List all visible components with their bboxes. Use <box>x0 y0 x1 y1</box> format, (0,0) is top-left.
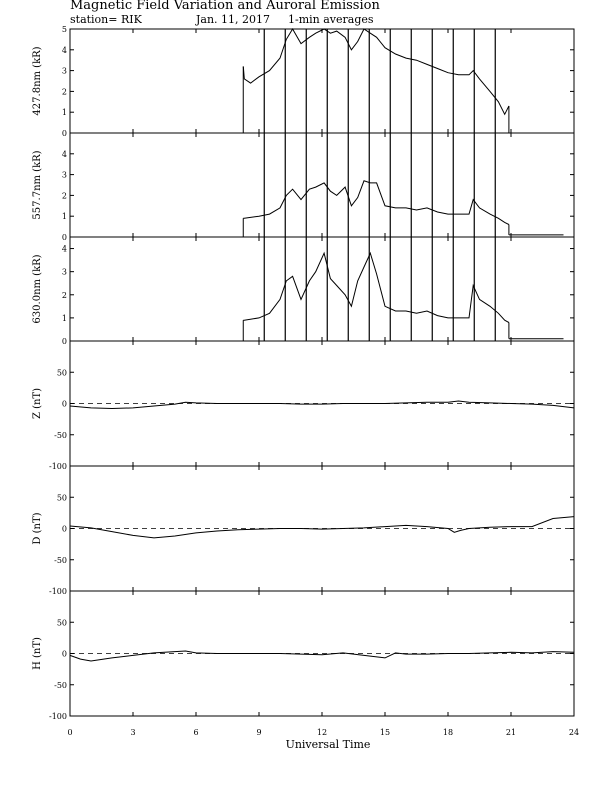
y-axis-label: H (nT) <box>32 637 43 670</box>
y-axis-label: Z (nT) <box>32 388 43 419</box>
x-tick-label: 9 <box>256 728 261 737</box>
y-tick-label: 5 <box>62 25 67 34</box>
x-tick-label: 0 <box>67 728 72 737</box>
y-tick-label: 2 <box>62 191 67 200</box>
x-tick-label: 21 <box>506 728 516 737</box>
y-tick-label: -100 <box>49 462 67 471</box>
x-tick-label: 15 <box>380 728 390 737</box>
panel-p6300: 0 1 2 3 4 630.0nm (kR) <box>32 236 575 346</box>
x-tick-label: 3 <box>130 728 135 737</box>
y-axis-label: 557.7nm (kR) <box>32 150 43 219</box>
chart-title: Magnetic Field Variation and Auroral Emi… <box>70 0 380 13</box>
series-line <box>243 251 510 323</box>
y-tick-label: 3 <box>62 67 67 76</box>
series-line <box>69 400 575 410</box>
panel-frame <box>69 132 575 238</box>
panel-p5577: 0 1 2 3 4 557.7nm (kR) <box>32 132 575 242</box>
y-tick-label: 0 <box>62 129 67 138</box>
y-tick-label: 0 <box>62 525 67 534</box>
y-tick-label: 3 <box>62 171 67 180</box>
station-label: station= RIK <box>70 13 143 26</box>
y-tick-label: 1 <box>62 314 67 323</box>
y-tick-label: 50 <box>57 493 67 502</box>
y-tick-label: 2 <box>62 87 67 96</box>
panel-pH: -100 -50 0 50 H (nT) <box>32 590 575 721</box>
y-axis-label: 630.0nm (kR) <box>32 254 43 323</box>
y-tick-label: 2 <box>62 291 67 300</box>
panel-pD: -100 -50 0 50 D (nT) <box>32 465 575 596</box>
x-tick-label: 12 <box>317 728 327 737</box>
date-label: Jan. 11, 2017 <box>195 13 270 26</box>
y-tick-label: -100 <box>49 712 67 721</box>
y-tick-label: -50 <box>54 556 67 565</box>
series-line <box>243 180 510 225</box>
y-axis-label: D (nT) <box>32 512 43 544</box>
y-axis-label: 427.8nm (kR) <box>32 46 43 115</box>
panel-frame <box>69 236 575 342</box>
y-tick-label: 1 <box>62 108 67 117</box>
x-axis-label: Universal Time <box>286 738 371 751</box>
x-tick-label: 24 <box>569 728 579 737</box>
series-line <box>69 650 575 662</box>
y-tick-label: 3 <box>62 268 67 277</box>
panel-pZ: -100 -50 0 50 Z (nT) <box>32 340 575 471</box>
averaging-label: 1-min averages <box>288 13 374 26</box>
y-tick-label: -100 <box>49 587 67 596</box>
y-tick-label: 1 <box>62 212 67 221</box>
y-tick-label: 4 <box>62 150 67 159</box>
x-tick-label: 6 <box>193 728 198 737</box>
y-tick-label: 0 <box>62 650 67 659</box>
x-axis: 0 3 6 9 12 15 18 21 24 <box>67 728 579 737</box>
panels: 0 1 2 3 4 5 427.8nm (kR) 0 1 2 3 4 557.7nm (kR) 0 1 2 3 4… <box>32 25 575 721</box>
x-tick-label: 18 <box>443 728 453 737</box>
y-tick-label: 50 <box>57 618 67 627</box>
y-tick-label: -50 <box>54 681 67 690</box>
y-tick-label: 4 <box>62 46 67 55</box>
y-tick-label: -50 <box>54 431 67 440</box>
y-tick-label: 0 <box>62 337 67 346</box>
y-tick-label: 0 <box>62 233 67 242</box>
series-line <box>69 516 575 539</box>
y-tick-label: 4 <box>62 245 67 254</box>
y-tick-label: 50 <box>57 368 67 377</box>
y-tick-label: 0 <box>62 400 67 409</box>
panel-p4278: 0 1 2 3 4 5 427.8nm (kR) <box>32 25 575 138</box>
panel-frame <box>69 28 575 134</box>
series-line <box>242 28 510 116</box>
